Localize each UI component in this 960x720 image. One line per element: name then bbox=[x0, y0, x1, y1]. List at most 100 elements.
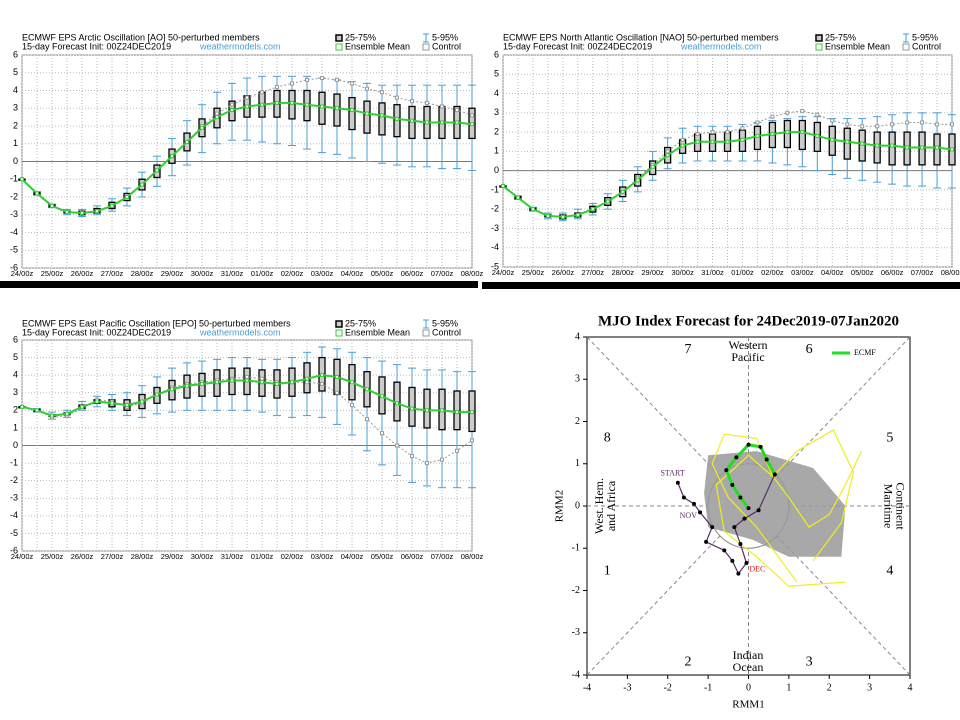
box bbox=[378, 102, 386, 136]
point bbox=[65, 210, 69, 215]
point bbox=[425, 408, 429, 413]
track-point bbox=[744, 561, 749, 566]
box bbox=[798, 119, 806, 151]
point bbox=[785, 130, 790, 135]
legend-label: 25-75% bbox=[825, 32, 856, 42]
point bbox=[230, 102, 234, 107]
point bbox=[335, 390, 339, 395]
point bbox=[680, 137, 685, 142]
point bbox=[215, 111, 219, 116]
x-tick-label: -1 bbox=[704, 682, 712, 693]
point bbox=[395, 443, 399, 448]
legend-swatch bbox=[335, 320, 343, 328]
chart-title: ECMWF EPS North Atlantic Oscillation [NA… bbox=[503, 32, 779, 42]
x-tick-label: 08/00z bbox=[941, 268, 960, 277]
point bbox=[440, 457, 444, 462]
y-tick-label: 3 bbox=[13, 103, 18, 113]
track-point bbox=[746, 506, 751, 511]
point bbox=[290, 100, 294, 105]
x-tick-label: 05/00z bbox=[371, 269, 394, 278]
point bbox=[140, 182, 144, 187]
point bbox=[410, 118, 414, 123]
chart-subtitle: 15-day Forecast Init: 00Z24DEC2019 bbox=[22, 327, 171, 337]
y-tick-label: -5 bbox=[491, 261, 499, 271]
point bbox=[650, 164, 655, 169]
y-tick-label: -1 bbox=[572, 543, 580, 554]
divider-bar bbox=[482, 282, 960, 289]
point bbox=[860, 141, 865, 146]
y-tick-label: 0 bbox=[13, 440, 18, 450]
x-tick-label: 31/00z bbox=[221, 552, 244, 561]
point bbox=[380, 394, 384, 399]
point bbox=[125, 195, 129, 199]
point bbox=[185, 383, 189, 388]
x-tick-label: 04/00z bbox=[821, 268, 844, 277]
x-tick-label: 05/00z bbox=[851, 268, 874, 277]
point bbox=[560, 214, 565, 219]
point bbox=[410, 454, 414, 459]
point bbox=[20, 404, 24, 409]
phase-number: 2 bbox=[684, 655, 691, 670]
point bbox=[320, 76, 324, 81]
x-tick-label: 29/00z bbox=[641, 268, 664, 277]
y-tick-label: 0 bbox=[494, 165, 499, 175]
point bbox=[530, 207, 535, 212]
track-point bbox=[698, 510, 703, 515]
point bbox=[740, 126, 745, 131]
track-point bbox=[742, 516, 747, 521]
track-point bbox=[746, 442, 751, 447]
point bbox=[800, 130, 805, 135]
point bbox=[260, 102, 264, 107]
point bbox=[905, 120, 910, 125]
legend-label: Control bbox=[912, 41, 941, 51]
annotation: START bbox=[660, 469, 684, 478]
point bbox=[215, 380, 219, 385]
point bbox=[365, 86, 369, 91]
y-tick-label: 2 bbox=[13, 120, 18, 130]
phase-number: 7 bbox=[684, 342, 691, 357]
point bbox=[335, 374, 339, 379]
point bbox=[755, 120, 760, 125]
phase-number: 6 bbox=[806, 342, 813, 357]
point bbox=[950, 122, 954, 127]
y-tick-label: -4 bbox=[10, 227, 18, 237]
point bbox=[440, 104, 444, 109]
point bbox=[665, 149, 670, 154]
y-tick-label: 5 bbox=[13, 352, 18, 362]
y-tick-label: -5 bbox=[10, 528, 18, 538]
legend-label: 5-95% bbox=[432, 318, 458, 328]
point bbox=[635, 178, 640, 183]
point bbox=[275, 84, 279, 89]
point bbox=[770, 132, 775, 137]
x-tick-label: 01/00z bbox=[251, 552, 274, 561]
box bbox=[888, 131, 896, 166]
point bbox=[245, 374, 249, 379]
legend-swatch bbox=[335, 329, 343, 337]
legend-label: 5-95% bbox=[432, 32, 458, 42]
track-point bbox=[724, 468, 729, 473]
y-tick-label: 4 bbox=[494, 88, 499, 98]
point bbox=[125, 403, 129, 408]
point bbox=[185, 139, 189, 144]
point bbox=[470, 410, 474, 415]
annotation: DEC bbox=[749, 565, 765, 574]
x-tick-label: 02/00z bbox=[761, 268, 784, 277]
legend-swatch bbox=[815, 34, 823, 42]
track-line bbox=[772, 429, 855, 562]
track-point bbox=[691, 501, 696, 506]
x-tick-label: 4 bbox=[908, 682, 913, 693]
point bbox=[80, 210, 84, 215]
point bbox=[410, 99, 414, 104]
point bbox=[155, 168, 159, 173]
x-tick-label: 0 bbox=[746, 682, 751, 693]
source: weathermodels.com bbox=[199, 41, 281, 51]
y-tick-label: 3 bbox=[494, 107, 499, 117]
point bbox=[425, 461, 429, 466]
y-tick-label: 3 bbox=[575, 374, 580, 385]
legend-label: 25-75% bbox=[345, 32, 376, 42]
y-tick-label: 6 bbox=[13, 49, 18, 59]
y-tick-label: 4 bbox=[575, 331, 580, 342]
legend-label: Control bbox=[432, 327, 461, 337]
y-axis-label: RMM2 bbox=[554, 490, 566, 522]
point bbox=[470, 113, 474, 118]
